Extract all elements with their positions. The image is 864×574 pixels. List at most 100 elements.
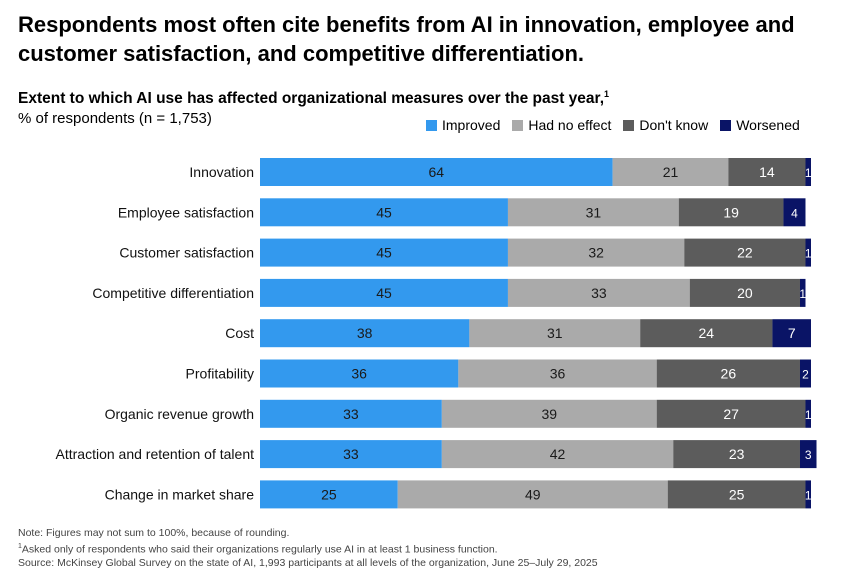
- legend-label-worsened: Worsened: [736, 117, 800, 133]
- category-label-competitive-differentiation: Competitive differentiation: [92, 285, 254, 301]
- bar-had-no-effect-competitive-differentiation: [507, 278, 690, 307]
- source-text: Source: McKinsey Global Survey on the st…: [18, 556, 598, 569]
- bar-worsened-organic-revenue-growth: [805, 399, 811, 428]
- bar-don-t-know-competitive-differentiation: [689, 278, 800, 307]
- bar-had-no-effect-innovation: [612, 158, 729, 186]
- bar-had-no-effect-change-in-market-share: [397, 480, 668, 509]
- data-label-worsened-attraction-and-retention-of-talent: 3: [805, 448, 812, 462]
- bar-worsened-profitability: [799, 359, 811, 388]
- data-label-don-t-know-innovation: 14: [759, 164, 775, 180]
- category-label-change-in-market-share: Change in market share: [105, 486, 255, 502]
- chart-subtitle: % of respondents (n = 1,753): [18, 110, 212, 127]
- bar-don-t-know-profitability: [656, 359, 800, 388]
- note-text: Note: Figures may not sum to 100%, becau…: [18, 527, 290, 539]
- legend-label-improved: Improved: [442, 117, 501, 133]
- data-label-worsened-competitive-differentiation: 1: [799, 287, 806, 301]
- category-label-attraction-and-retention-of-talent: Attraction and retention of talent: [56, 446, 255, 462]
- category-label-cost: Cost: [225, 325, 254, 341]
- bar-don-t-know-innovation: [728, 158, 806, 186]
- chart-title-text: Extent to which AI use has affected orga…: [18, 90, 605, 108]
- data-label-had-no-effect-customer-satisfaction: 32: [588, 245, 604, 261]
- data-label-had-no-effect-organic-revenue-growth: 39: [541, 406, 557, 422]
- bar-worsened-cost: [772, 319, 811, 348]
- data-label-don-t-know-competitive-differentiation: 20: [737, 285, 753, 301]
- legend-item-worsened: Worsened: [720, 117, 800, 133]
- data-label-worsened-employee-satisfaction: 4: [791, 206, 798, 220]
- category-label-employee-satisfaction: Employee satisfaction: [118, 204, 254, 220]
- bar-improved-customer-satisfaction: [260, 238, 508, 267]
- footnotes: Note: Figures may not sum to 100%, becau…: [18, 527, 598, 570]
- data-label-improved-profitability: 36: [351, 366, 367, 382]
- data-label-improved-cost: 38: [357, 325, 373, 341]
- bar-improved-cost: [260, 319, 470, 348]
- data-label-improved-innovation: 64: [429, 164, 445, 180]
- data-label-don-t-know-organic-revenue-growth: 27: [723, 406, 739, 422]
- data-label-worsened-profitability: 2: [802, 368, 809, 382]
- data-label-improved-competitive-differentiation: 45: [376, 285, 392, 301]
- data-label-had-no-effect-employee-satisfaction: 31: [586, 204, 602, 220]
- footnote-text: Asked only of respondents who said their…: [21, 543, 498, 556]
- bar-improved-employee-satisfaction: [260, 198, 508, 227]
- data-label-don-t-know-change-in-market-share: 25: [729, 486, 745, 502]
- data-label-worsened-cost: 7: [788, 325, 796, 341]
- data-label-had-no-effect-change-in-market-share: 49: [525, 486, 541, 502]
- legend-label-had-no-effect: Had no effect: [528, 117, 612, 133]
- bar-improved-change-in-market-share: [260, 480, 398, 509]
- data-label-improved-attraction-and-retention-of-talent: 33: [343, 446, 359, 462]
- category-label-innovation: Innovation: [189, 164, 254, 180]
- bar-had-no-effect-customer-satisfaction: [507, 238, 685, 267]
- bar-improved-organic-revenue-growth: [260, 399, 442, 428]
- data-label-don-t-know-attraction-and-retention-of-talent: 23: [729, 446, 745, 462]
- chart-title: Extent to which AI use has affected orga…: [18, 89, 609, 108]
- bar-had-no-effect-employee-satisfaction: [507, 198, 679, 227]
- data-label-had-no-effect-profitability: 36: [550, 366, 566, 382]
- legend-swatch-worsened: [720, 119, 732, 131]
- data-label-don-t-know-profitability: 26: [721, 366, 737, 382]
- bar-worsened-attraction-and-retention-of-talent: [799, 440, 817, 469]
- bar-don-t-know-change-in-market-share: [667, 480, 806, 509]
- legend-item-had-no-effect: Had no effect: [512, 117, 611, 133]
- data-label-had-no-effect-attraction-and-retention-of-talent: 42: [550, 446, 566, 462]
- data-label-worsened-change-in-market-share: 1: [805, 488, 812, 502]
- bar-don-t-know-attraction-and-retention-of-talent: [673, 440, 800, 469]
- footnote-marker: 1: [18, 543, 22, 550]
- data-label-worsened-organic-revenue-growth: 1: [805, 408, 812, 422]
- chart-title-footnote-marker: 1: [604, 89, 610, 99]
- legend-item-dont-know: Don't know: [623, 117, 708, 133]
- bar-had-no-effect-cost: [469, 319, 641, 348]
- bar-worsened-employee-satisfaction: [783, 198, 806, 227]
- data-label-improved-customer-satisfaction: 45: [376, 245, 392, 261]
- category-label-organic-revenue-growth: Organic revenue growth: [105, 406, 254, 422]
- bar-had-no-effect-profitability: [458, 359, 657, 388]
- category-label-profitability: Profitability: [186, 366, 254, 382]
- category-label-customer-satisfaction: Customer satisfaction: [119, 245, 254, 261]
- bar-worsened-competitive-differentiation: [799, 278, 806, 307]
- legend-label-dont-know: Don't know: [639, 117, 709, 133]
- bar-had-no-effect-attraction-and-retention-of-talent: [441, 440, 674, 469]
- data-label-had-no-effect-cost: 31: [547, 325, 563, 341]
- data-label-worsened-customer-satisfaction: 1: [805, 247, 812, 261]
- footnote-line: 1Asked only of respondents who said thei…: [18, 540, 598, 557]
- data-label-had-no-effect-innovation: 21: [663, 164, 679, 180]
- legend-swatch-had-no-effect: [512, 119, 524, 131]
- data-label-improved-change-in-market-share: 25: [321, 486, 337, 502]
- bar-don-t-know-cost: [640, 319, 773, 348]
- bar-don-t-know-organic-revenue-growth: [656, 399, 806, 428]
- bar-worsened-innovation: [805, 158, 811, 186]
- bar-don-t-know-customer-satisfaction: [684, 238, 806, 267]
- bar-improved-profitability: [260, 359, 459, 388]
- data-label-don-t-know-employee-satisfaction: 19: [723, 204, 739, 220]
- data-label-had-no-effect-competitive-differentiation: 33: [591, 285, 607, 301]
- data-label-don-t-know-cost: 24: [699, 325, 715, 341]
- bar-don-t-know-employee-satisfaction: [678, 198, 784, 227]
- legend: Improved Had no effect Don't know Worsen…: [426, 117, 800, 133]
- legend-item-improved: Improved: [426, 117, 500, 133]
- legend-swatch-dont-know: [623, 119, 635, 131]
- legend-swatch-improved: [426, 119, 437, 131]
- bar-improved-attraction-and-retention-of-talent: [260, 440, 442, 469]
- bar-improved-competitive-differentiation: [260, 278, 508, 307]
- bar-improved-innovation: [260, 158, 613, 186]
- data-label-improved-employee-satisfaction: 45: [376, 204, 392, 220]
- bar-had-no-effect-organic-revenue-growth: [441, 399, 657, 428]
